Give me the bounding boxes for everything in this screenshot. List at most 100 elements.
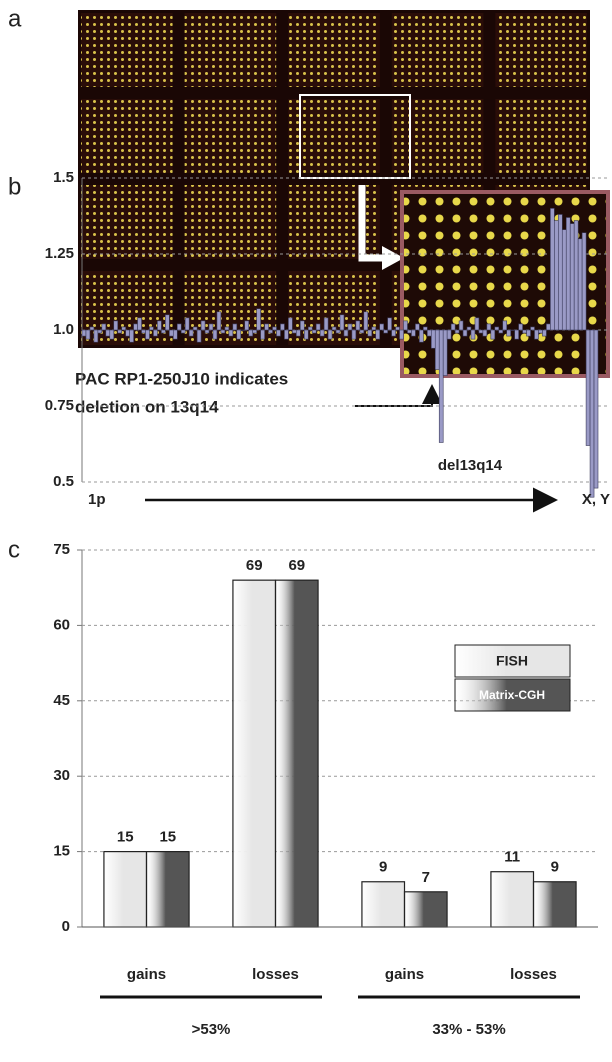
x-tick-label: losses (252, 966, 299, 983)
ratio-bar (486, 323, 492, 331)
ratio-bar (153, 329, 158, 337)
ratio-bar (446, 329, 452, 340)
value-label: 9 (379, 859, 387, 876)
bar (490, 871, 535, 928)
ratio-bar (427, 329, 432, 337)
array-block (391, 99, 484, 173)
y-tick-label: 45 (53, 692, 70, 709)
ratio-bar (224, 326, 230, 331)
ratio-bar (565, 217, 571, 331)
ratio-bar (311, 329, 317, 334)
caption: deletion on 13q14 (75, 397, 219, 416)
ratio-bar (558, 214, 563, 331)
ratio-bar (581, 232, 587, 331)
ratio-bar (248, 329, 253, 337)
array-block (288, 185, 380, 259)
ratio-bar (343, 329, 349, 337)
ratio-bar (375, 329, 380, 340)
ratio-bar (188, 329, 194, 337)
ratio-bar (121, 326, 126, 331)
legend-swatch (454, 644, 571, 678)
panel-label: c (8, 536, 20, 563)
caption-arrow (355, 384, 442, 407)
ratio-bar (466, 326, 472, 331)
ratio-bar (216, 311, 222, 331)
ratio-bar (442, 329, 448, 376)
ratio-bar (236, 329, 242, 340)
ratio-bar (391, 329, 396, 337)
array-block (288, 13, 380, 87)
ratio-bar (589, 329, 595, 498)
ratio-bar (518, 323, 523, 331)
ratio-bar (232, 323, 238, 331)
ratio-bar (284, 329, 289, 340)
ratio-bar (276, 329, 281, 337)
value-label: 69 (246, 557, 263, 574)
ratio-bar (300, 320, 305, 331)
ratio-bar (149, 326, 154, 331)
ratio-bar (403, 320, 408, 331)
ratio-bar (351, 329, 357, 340)
ratio-bar (430, 329, 436, 349)
ratio-bar (109, 329, 115, 340)
ratio-bar (129, 329, 134, 343)
ratio-bar (498, 329, 504, 334)
legend-swatch (454, 678, 571, 712)
ratio-bar (323, 317, 329, 331)
array-block (495, 99, 587, 173)
x-end-label: X, Y (582, 491, 610, 508)
ratio-bar (502, 320, 508, 331)
ratio-bar (252, 329, 257, 334)
ratio-bar (105, 329, 111, 337)
array-block (184, 185, 277, 259)
ratio-bar (335, 329, 341, 334)
ratio-bar (157, 320, 162, 331)
value-label: 15 (159, 829, 176, 846)
ratio-bar (577, 238, 583, 331)
group-label: >53% (192, 1021, 231, 1038)
ratio-bar (81, 329, 87, 337)
ratio-bar (184, 317, 190, 331)
y-tick-label: 1.0 (53, 321, 74, 338)
ratio-bar (546, 323, 551, 331)
bar (232, 579, 277, 928)
ratio-bar (212, 329, 218, 340)
ratio-bar (93, 329, 99, 343)
y-tick-label: 30 (53, 767, 70, 784)
ratio-bar (434, 329, 440, 370)
ratio-bar (478, 329, 484, 334)
ratio-bar (593, 329, 599, 489)
ratio-bar (101, 323, 107, 331)
value-label: 15 (117, 829, 134, 846)
ratio-bar (192, 326, 198, 331)
ratio-bar (137, 317, 142, 331)
array-block (495, 13, 587, 87)
ratio-bar (450, 323, 456, 331)
y-tick-label: 60 (53, 616, 70, 633)
ratio-bar (371, 326, 377, 331)
bar (361, 881, 406, 928)
ratio-bar (514, 329, 519, 340)
ratio-bar (490, 329, 496, 340)
x-tick-label: gains (385, 966, 424, 983)
y-tick-label: 1.5 (53, 169, 74, 186)
value-label: 11 (504, 849, 520, 866)
bar (145, 850, 190, 928)
ratio-bar (85, 329, 91, 340)
ratio-bar (280, 323, 285, 331)
value-label: 7 (422, 869, 430, 886)
bar (103, 850, 148, 928)
ratio-bar (482, 329, 488, 337)
ratio-bar (176, 323, 182, 331)
ratio-bar (494, 326, 500, 331)
legend-label: FISH (496, 653, 528, 669)
ratio-bar (411, 329, 416, 337)
legend-label: Matrix-CGH (479, 688, 545, 702)
ratio-bar (399, 329, 404, 340)
array-block (184, 99, 277, 173)
y-tick-label: 15 (53, 843, 70, 860)
ratio-bar (355, 320, 361, 331)
ratio-bar (268, 329, 273, 334)
